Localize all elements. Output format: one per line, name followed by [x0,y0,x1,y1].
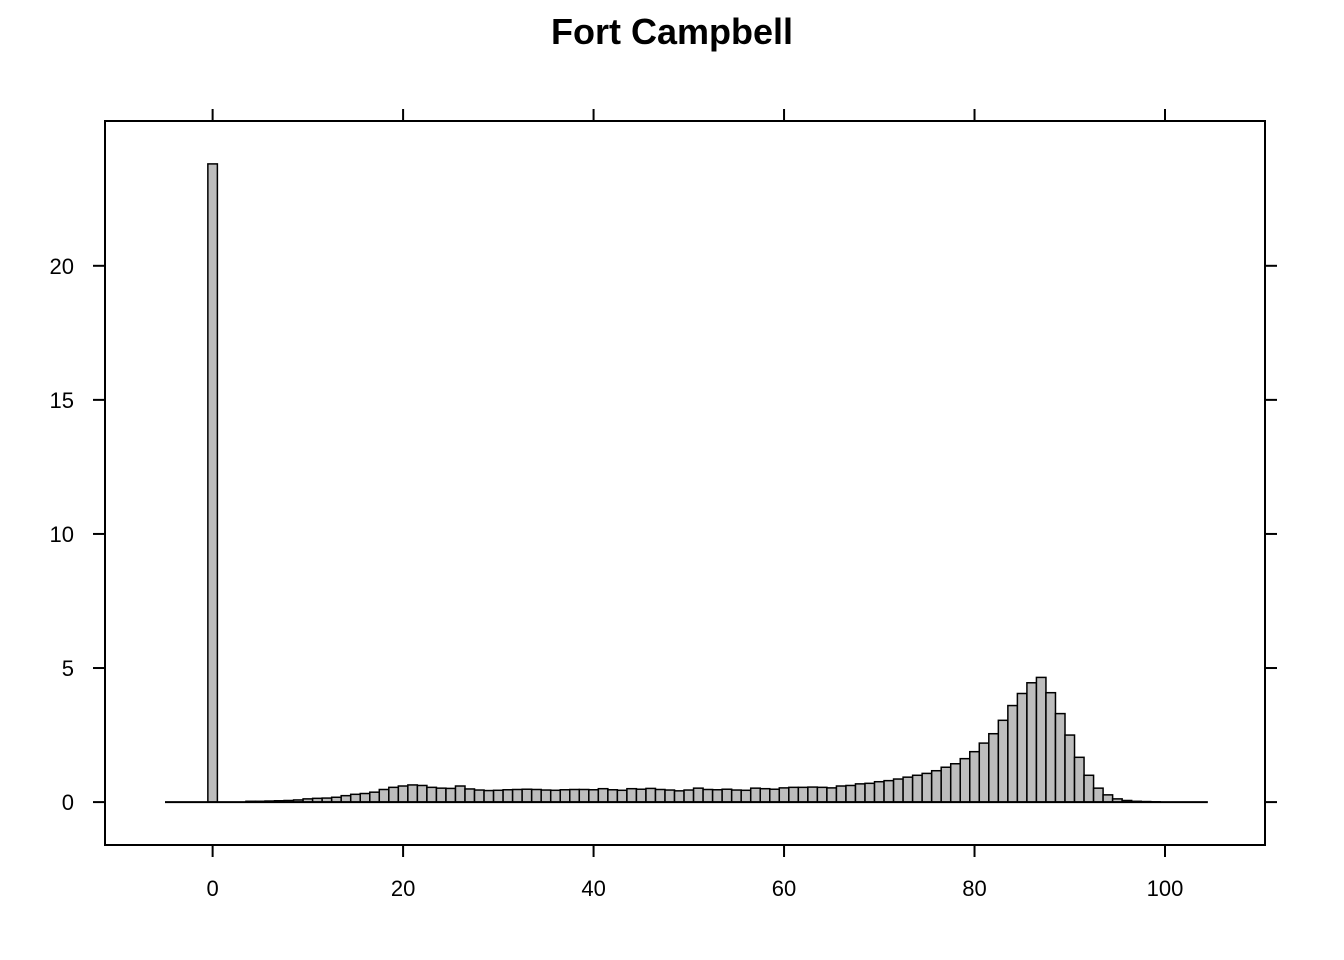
histogram-bar [1092,787,1104,803]
histogram-bar [873,780,885,803]
histogram-bar [578,788,590,803]
x-tick-label: 80 [962,876,986,901]
histogram-bar [407,784,419,803]
histogram-bar [740,789,752,803]
histogram-bar [359,792,371,803]
histogram-bar [988,732,1000,803]
histogram-bar [769,788,781,803]
histogram-bar [997,719,1009,803]
histogram-bar [807,786,819,803]
histogram-bar [483,789,495,803]
histogram-bar [664,789,676,803]
histogram-bar [1007,704,1019,803]
histogram-bar [1045,691,1057,803]
histogram-bar [645,787,657,803]
histogram-bar [711,789,723,803]
histogram-bar [378,788,390,803]
y-tick-label: 15 [50,388,74,413]
histogram-bar [435,787,447,803]
histogram-bar [349,793,361,803]
histogram-bar [607,789,619,803]
histogram-bar [397,785,409,803]
histogram-bars [165,163,1208,804]
histogram-bar [797,786,809,803]
histogram-bar [930,769,942,803]
histogram-bar [921,772,933,803]
histogram-bar [1026,682,1038,803]
histogram-bar [464,788,476,803]
histogram-bar [759,787,771,803]
x-tick-label: 20 [391,876,415,901]
histogram-bar [388,786,400,803]
histogram-bar [730,789,742,803]
histogram-bar [635,788,647,803]
histogram-bar [1083,774,1095,803]
histogram-bar [416,784,428,803]
histogram-bar [959,757,971,803]
x-tick-label: 100 [1147,876,1184,901]
histogram-bar [511,788,523,803]
histogram-bar [369,791,381,803]
y-tick-label: 0 [62,790,74,815]
histogram-bar [559,789,571,803]
histogram-bar [902,776,914,803]
histogram-bar [502,789,514,803]
histogram-bar [816,786,828,803]
histogram-bar [1035,676,1047,803]
histogram-bar [1064,734,1076,803]
histogram-bar [892,778,904,803]
x-tick-label: 40 [581,876,605,901]
histogram-bar [426,786,438,803]
histogram-bar [530,788,542,803]
histogram-bar [1054,712,1066,803]
histogram-bar [492,789,504,803]
x-tick-label: 60 [772,876,796,901]
histogram-bar [588,789,600,803]
histogram-bar [654,788,666,803]
histogram-bar [549,789,561,803]
histogram-bar [1102,794,1114,803]
histogram-bar [969,750,981,803]
histogram-bar [778,787,790,803]
histogram-bar [207,163,219,803]
histogram-bar [1073,756,1085,803]
x-tick-label: 0 [206,876,218,901]
histogram-bar [749,787,761,803]
histogram-bar [702,788,714,803]
axis-ticks: 0 20 40 60 80 100 0 5 10 15 20 [50,109,1277,901]
histogram-bar [521,788,533,803]
y-tick-label: 20 [50,254,74,279]
histogram-bar [626,787,638,803]
histogram-bar [854,783,866,803]
histogram-bar [473,789,485,803]
y-tick-label: 10 [50,522,74,547]
histogram-bar [445,787,457,803]
histogram-bar [616,789,628,803]
chart-title: Fort Campbell [551,11,793,52]
histogram-bar [673,790,685,803]
histogram-bar [883,779,895,803]
histogram-bar [454,785,466,803]
histogram-bar [569,788,581,803]
histogram-bar [949,763,961,803]
histogram-bar [692,787,704,803]
histogram-bar [1016,692,1028,803]
histogram-bar [864,782,876,803]
histogram-bar [940,766,952,803]
histogram-bar [978,742,990,803]
histogram-bar [835,785,847,803]
histogram-bar [788,786,800,803]
histogram-bar [826,787,838,803]
histogram-bar [845,784,857,803]
histogram-bar [721,788,733,803]
histogram-bar [597,787,609,803]
y-tick-label: 5 [62,656,74,681]
histogram-bar [911,774,923,803]
histogram-bar [540,789,552,803]
histogram-bar [683,789,695,803]
plot-frame [104,120,1266,846]
